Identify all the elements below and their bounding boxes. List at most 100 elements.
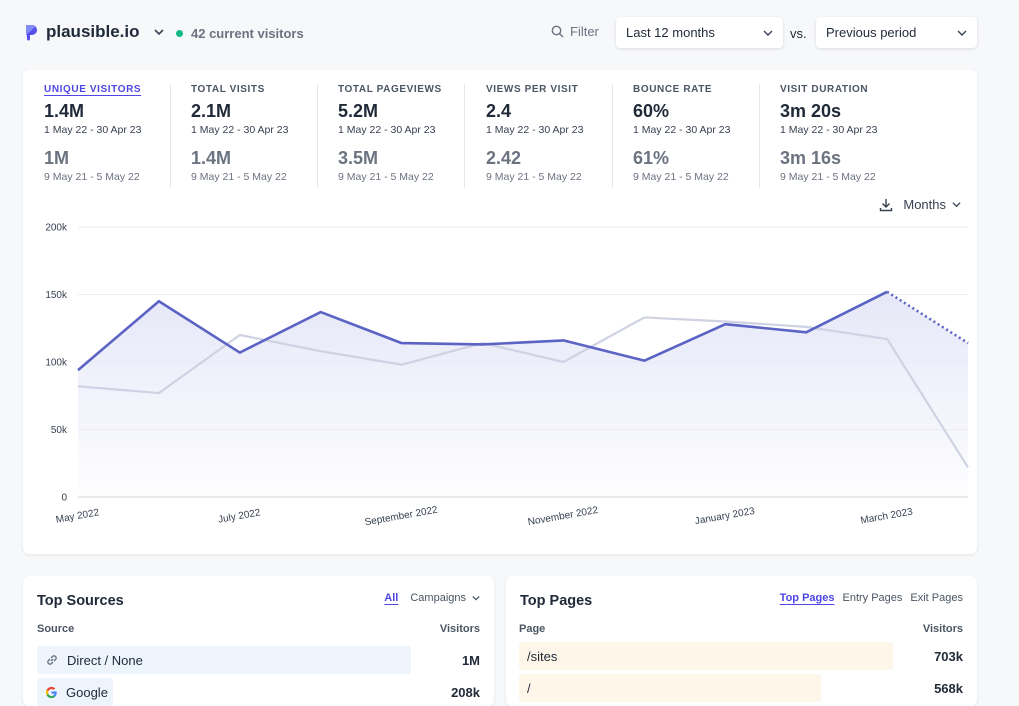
page-path: / [527, 680, 531, 696]
plausible-logo-icon [26, 25, 37, 41]
interval-label: Months [903, 197, 946, 212]
x-tick-label: November 2022 [527, 505, 599, 528]
vs-label: vs. [790, 26, 807, 41]
tab-all[interactable]: All [384, 592, 399, 604]
visitors-chart: 200k 150k 100k 50k 0 May 2022 July 2022 Septemb… [45, 223, 969, 529]
column-header-source: Source [37, 623, 75, 635]
stat-range: 1 May 22 - 30 Apr 23 [44, 124, 142, 136]
tab-top-pages[interactable]: Top Pages [779, 592, 835, 604]
top-sources-card: Top Sources All Campaigns Source Visitor… [23, 576, 494, 706]
x-tick-label: September 2022 [364, 505, 439, 529]
divider [317, 84, 318, 188]
stat-label: Bounce rate [633, 84, 713, 95]
divider [612, 84, 613, 188]
stat-value: 2.4 [486, 101, 512, 121]
divider [464, 84, 465, 188]
top-stats: Unique visitors 1.4M 1 May 22 - 30 Apr 2… [23, 70, 977, 192]
y-tick-label: 200k [45, 223, 68, 234]
x-tick-label: May 2022 [55, 507, 101, 526]
stat-unique-visitors[interactable]: Unique visitors 1.4M 1 May 22 - 30 Apr 2… [44, 84, 141, 190]
stat-prev-range: 9 May 21 - 5 May 22 [780, 171, 876, 183]
stat-label: Total visits [191, 84, 265, 95]
row-bar [519, 642, 893, 670]
stat-label: Total pageviews [338, 84, 442, 95]
row-label-wrap: / [519, 681, 531, 696]
list-item[interactable]: /sites [519, 642, 893, 670]
current-area [78, 291, 968, 497]
stat-prev-range: 9 May 21 - 5 May 22 [191, 171, 287, 183]
chevron-down-icon [952, 202, 961, 208]
main-graph-card: Unique visitors 1.4M 1 May 22 - 30 Apr 2… [23, 70, 977, 554]
source-name: Direct / None [67, 652, 143, 668]
comparison-value: Previous period [826, 25, 917, 40]
download-icon[interactable] [879, 198, 893, 212]
comparison-select[interactable]: Previous period [816, 17, 977, 48]
interval-select[interactable]: Months [903, 197, 961, 212]
stat-label: Unique visitors [44, 84, 142, 95]
sources-tabs: All Campaigns [384, 592, 480, 604]
stat-range: 1 May 22 - 30 Apr 23 [633, 124, 731, 136]
source-visitors: 1M [461, 653, 480, 668]
stat-range: 1 May 22 - 30 Apr 23 [191, 124, 289, 136]
top-pages-card: Top Pages Top Pages Entry Pages Exit Pag… [506, 576, 977, 706]
page-visitors: 703k [934, 649, 963, 664]
period-select[interactable]: Last 12 months [616, 17, 783, 48]
stat-prev-value: 3m 16s [780, 148, 842, 168]
google-icon [45, 686, 57, 698]
stat-value: 2.1M [191, 101, 232, 121]
stat-range: 1 May 22 - 30 Apr 23 [780, 124, 878, 136]
site-switcher[interactable]: plausible.io [24, 22, 164, 42]
divider [170, 84, 171, 188]
pages-tabs: Top Pages Entry Pages Exit Pages [780, 592, 963, 604]
chevron-down-icon [957, 30, 967, 36]
source-visitors: 208k [451, 685, 480, 700]
page-path: /sites [527, 648, 558, 664]
y-tick-label: 0 [61, 493, 67, 504]
stat-bounce-rate[interactable]: Bounce rate 60% 1 May 22 - 30 Apr 23 61%… [633, 84, 730, 190]
current-visitors-text: 42 current visitors [191, 26, 304, 41]
stat-total-pageviews[interactable]: Total pageviews 5.2M 1 May 22 - 30 Apr 2… [338, 84, 442, 190]
tab-exit-pages[interactable]: Exit Pages [910, 592, 963, 604]
period-value: Last 12 months [626, 25, 715, 40]
tab-campaigns-label: Campaigns [410, 592, 466, 604]
top-bar: plausible.io 42 current visitors Filter … [0, 0, 1019, 66]
tab-campaigns[interactable]: Campaigns [410, 592, 480, 604]
filter-label: Filter [570, 24, 599, 39]
panel-title: Top Sources [37, 593, 124, 609]
y-tick-label: 100k [45, 358, 68, 369]
column-header-visitors: Visitors [922, 623, 963, 635]
filter-button[interactable]: Filter [551, 24, 599, 39]
tab-entry-pages[interactable]: Entry Pages [842, 592, 903, 604]
source-name: Google [66, 684, 108, 700]
chevron-down-icon [763, 30, 773, 36]
list-item[interactable]: / [519, 674, 893, 702]
stat-views-per-visit[interactable]: Views per visit 2.4 1 May 22 - 30 Apr 23… [486, 84, 583, 190]
x-tick-label: March 2023 [860, 506, 914, 526]
x-tick-label: July 2022 [217, 507, 261, 525]
stat-prev-range: 9 May 21 - 5 May 22 [633, 171, 729, 183]
stat-total-visits[interactable]: Total visits 2.1M 1 May 22 - 30 Apr 23 1… [191, 84, 288, 190]
interval-controls: Months [879, 197, 961, 212]
current-visitors[interactable]: 42 current visitors [176, 26, 304, 41]
row-label-wrap: Google [37, 685, 108, 700]
stat-value: 60% [633, 101, 670, 121]
list-item[interactable]: Google [37, 678, 411, 706]
stat-prev-range: 9 May 21 - 5 May 22 [44, 171, 140, 183]
stat-value: 5.2M [338, 101, 379, 121]
row-label-wrap: /sites [519, 649, 557, 664]
y-tick-label: 50k [51, 425, 68, 436]
stat-range: 1 May 22 - 30 Apr 23 [486, 124, 584, 136]
x-tick-label: January 2023 [694, 506, 756, 527]
list-item[interactable]: Direct / None [37, 646, 411, 674]
column-header-page: Page [519, 623, 546, 635]
row-bar [519, 674, 821, 702]
chevron-down-icon [472, 595, 480, 601]
stat-prev-value: 2.42 [486, 148, 522, 168]
panel-title: Top Pages [520, 593, 593, 609]
row-label-wrap: Direct / None [37, 653, 143, 668]
stat-value: 3m 20s [780, 101, 842, 121]
stat-visit-duration[interactable]: Visit duration 3m 20s 1 May 22 - 30 Apr … [780, 84, 877, 190]
stat-range: 1 May 22 - 30 Apr 23 [338, 124, 436, 136]
stat-prev-value: 1M [44, 148, 70, 168]
chevron-down-icon [153, 29, 164, 36]
